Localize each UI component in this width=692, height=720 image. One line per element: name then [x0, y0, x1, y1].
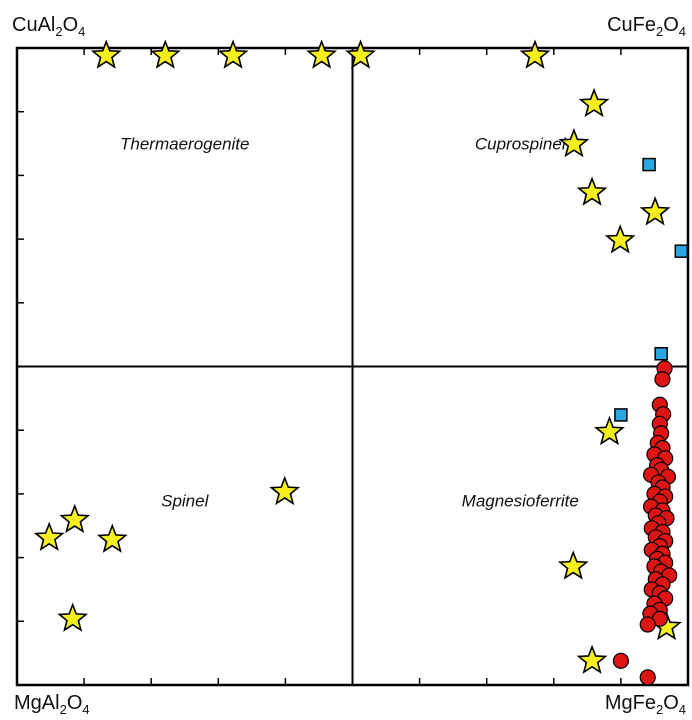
corner-label-bottom-left: MgAl2O4 [14, 692, 90, 717]
star-point [519, 39, 551, 69]
corner-label-top-right: CuFe2O4 [607, 14, 686, 39]
region-label: Spinel [161, 491, 209, 510]
star-point [149, 39, 181, 69]
circle-point [612, 652, 630, 669]
star-point [576, 176, 608, 206]
star-point [217, 39, 249, 69]
data-points [33, 39, 689, 686]
square-point [614, 408, 628, 422]
corner-label-top-left: CuAl2O4 [12, 14, 86, 39]
star-point [96, 523, 128, 553]
corner-label-bottom-right: MgFe2O4 [604, 692, 686, 717]
star-point [578, 87, 610, 118]
star-point [558, 127, 590, 158]
region-label: Thermaerogenite [120, 135, 249, 154]
star-point [604, 224, 636, 254]
star-point [639, 196, 671, 226]
region-label: Cuprospinel [475, 135, 567, 154]
square-point [642, 157, 656, 172]
star-point [594, 415, 625, 446]
region-labels: Thermaerogenite Cuprospinel Spinel Magnesio… [120, 135, 579, 511]
chart-frame [15, 46, 690, 687]
region-label: Magnesioferrite [462, 491, 579, 510]
star-point [576, 644, 608, 674]
star-point [269, 475, 301, 506]
circle-point [639, 616, 656, 633]
circle-point [639, 669, 656, 686]
square-point [654, 347, 668, 361]
star-point [306, 39, 338, 69]
star-point [557, 550, 589, 580]
star-point [90, 39, 122, 69]
circle-point [654, 371, 671, 388]
star-point [59, 503, 91, 534]
square-point [674, 244, 689, 258]
star-point [57, 602, 89, 632]
star-point [345, 39, 376, 69]
star-point [33, 521, 65, 551]
